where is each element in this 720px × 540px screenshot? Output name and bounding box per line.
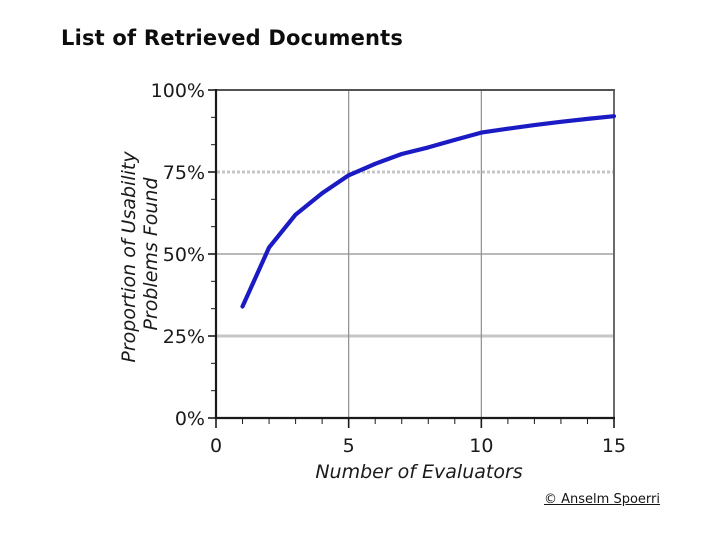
x-axis-title: Number of Evaluators xyxy=(315,461,522,483)
y-tick-label: 100% xyxy=(151,80,205,102)
y-tick-label: 75% xyxy=(163,162,205,184)
plot-frame xyxy=(214,89,615,420)
y-tick-label: 25% xyxy=(163,326,205,348)
gridlines xyxy=(217,91,613,417)
found-proportion-curve xyxy=(240,114,617,309)
axis-ticks xyxy=(208,89,615,428)
x-tick-label: 10 xyxy=(469,435,493,457)
data-curve xyxy=(240,114,617,309)
y-tick-label: 0% xyxy=(175,408,205,430)
tick-labels: 0 5 10 15 0% 25% 50% 75% 100% xyxy=(151,80,626,457)
x-tick-label: 0 xyxy=(210,435,222,457)
x-tick-label: 15 xyxy=(602,435,626,457)
credit-link[interactable]: © Anselm Spoerri xyxy=(544,492,660,507)
y-axis-title: Proportion of Usability Problems Found xyxy=(118,145,162,363)
svg-text:Proportion of Usability: Proportion of Usability Problems Found xyxy=(118,145,162,362)
x-tick-label: 5 xyxy=(343,435,355,457)
slide-title: List of Retrieved Documents xyxy=(61,26,404,50)
y-tick-label: 50% xyxy=(163,244,205,266)
